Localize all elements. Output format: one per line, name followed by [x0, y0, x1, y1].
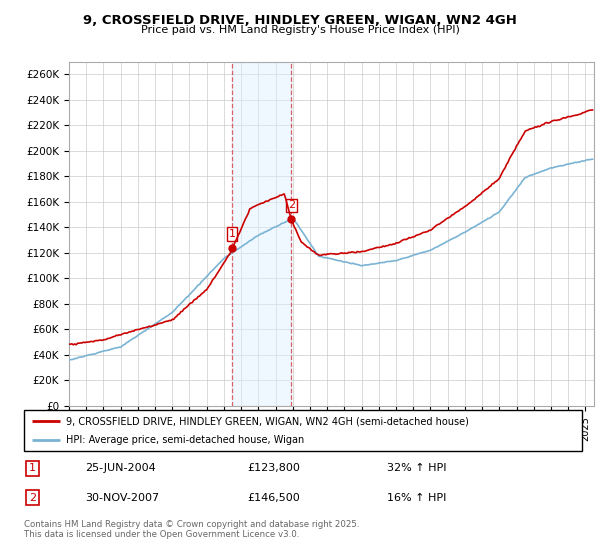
Text: 9, CROSSFIELD DRIVE, HINDLEY GREEN, WIGAN, WN2 4GH (semi-detached house): 9, CROSSFIELD DRIVE, HINDLEY GREEN, WIGA…: [66, 417, 469, 426]
Text: £146,500: £146,500: [247, 493, 300, 503]
Text: Price paid vs. HM Land Registry's House Price Index (HPI): Price paid vs. HM Land Registry's House …: [140, 25, 460, 35]
Text: 16% ↑ HPI: 16% ↑ HPI: [387, 493, 446, 503]
Text: 2: 2: [29, 493, 36, 503]
Text: 9, CROSSFIELD DRIVE, HINDLEY GREEN, WIGAN, WN2 4GH: 9, CROSSFIELD DRIVE, HINDLEY GREEN, WIGA…: [83, 14, 517, 27]
Text: 30-NOV-2007: 30-NOV-2007: [85, 493, 160, 503]
Text: 2: 2: [288, 200, 295, 210]
Bar: [232, 62, 292, 406]
Text: 32% ↑ HPI: 32% ↑ HPI: [387, 463, 446, 473]
Text: 1: 1: [229, 229, 236, 239]
Text: HPI: Average price, semi-detached house, Wigan: HPI: Average price, semi-detached house,…: [66, 435, 304, 445]
Text: 1: 1: [29, 463, 36, 473]
Text: 25-JUN-2004: 25-JUN-2004: [85, 463, 156, 473]
Text: Contains HM Land Registry data © Crown copyright and database right 2025.
This d: Contains HM Land Registry data © Crown c…: [24, 520, 359, 539]
FancyBboxPatch shape: [24, 410, 582, 451]
Text: £123,800: £123,800: [247, 463, 300, 473]
